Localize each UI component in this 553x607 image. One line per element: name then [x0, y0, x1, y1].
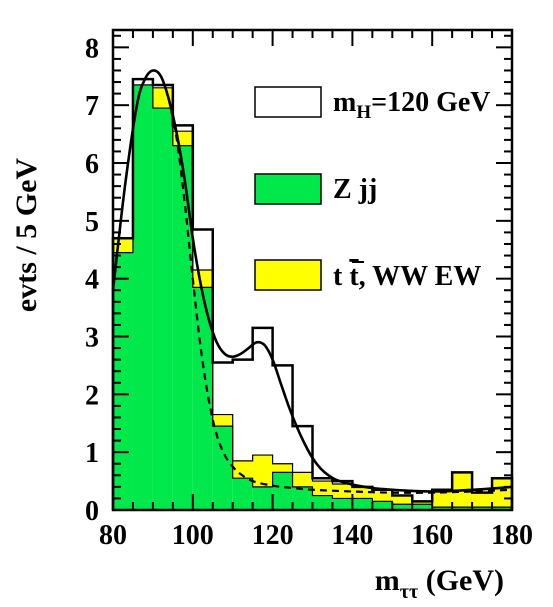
y-tick-label: 3	[85, 323, 99, 354]
ttbar-bar	[412, 501, 433, 505]
x-tick-label: 160	[411, 520, 453, 551]
x-axis-title: mττ (GeV)	[375, 564, 504, 603]
y-tick-label: 6	[85, 149, 99, 180]
legend-label-zjj: Z jj	[333, 174, 377, 205]
zjj-bar	[312, 495, 333, 510]
ttbar-bar	[392, 495, 413, 505]
zjj-bar	[492, 507, 512, 510]
ttbar-bar	[492, 478, 512, 508]
tick-labels-layer: 80 100 120 140 160 180 0 1 2 3 4 5 6 7 8	[85, 33, 533, 551]
x-tick-label: 140	[331, 520, 373, 551]
ttbar-bar	[332, 483, 353, 499]
legend-swatch-zjj	[254, 173, 322, 205]
zjj-bar	[332, 498, 353, 510]
zjj-bar	[113, 252, 133, 510]
zjj-bar	[392, 504, 413, 510]
x-axis-title-unit: (GeV)	[418, 564, 504, 597]
ttbar-bar	[212, 414, 233, 427]
ttbar-bar	[372, 489, 393, 502]
legend-ttbar-t2: t	[349, 261, 359, 292]
legend-ttbar-space	[342, 261, 349, 292]
y-tick-label: 1	[85, 438, 99, 469]
y-axis-title: evts / 5 GeV	[10, 158, 43, 312]
y-tick-label: 4	[85, 265, 99, 296]
zjj-bar	[212, 426, 233, 510]
x-tick-label: 180	[491, 520, 533, 551]
legend: mH=120 GeV Z jj t t, WW EW	[254, 86, 491, 292]
y-tick-label: 8	[85, 33, 99, 64]
y-tick-label: 7	[85, 91, 99, 122]
zjj-bar	[152, 108, 173, 510]
y-tick-label: 5	[85, 207, 99, 238]
zjj-bar	[232, 478, 253, 510]
zjj-bar	[132, 84, 153, 510]
legend-signal-main: m	[333, 87, 356, 118]
zjj-bar	[472, 507, 493, 510]
legend-swatch-ttbar	[254, 259, 322, 291]
zjj-bar	[432, 507, 453, 510]
ttbar-bar	[432, 489, 453, 508]
zjj-bar	[292, 486, 313, 510]
signal-fit-curve	[111, 69, 513, 493]
ttbar-bar	[312, 481, 333, 496]
ttbar-bar	[472, 492, 493, 508]
background-fit-curve	[167, 99, 513, 494]
legend-ttbar-rest: , WW EW	[359, 261, 482, 292]
legend-label-ttbar: t t, WW EW	[333, 261, 481, 292]
zjj-bar	[252, 486, 273, 510]
y-tick-label: 0	[85, 496, 99, 527]
x-tick-label: 120	[252, 520, 294, 551]
legend-signal-sub: H	[356, 102, 371, 123]
zjj-bar	[172, 145, 193, 510]
y-tick-label: 2	[85, 380, 99, 411]
zjj-bar	[452, 507, 473, 510]
zjj-bar	[272, 472, 293, 510]
zjj-bar	[352, 498, 373, 510]
curves-layer	[111, 69, 513, 494]
ttbar-bar	[272, 463, 293, 473]
legend-ttbar-t1: t	[333, 261, 343, 292]
zjj-bar	[192, 287, 213, 510]
ttbar-bar	[292, 472, 313, 487]
x-tick-label: 80	[99, 520, 127, 551]
legend-label-signal: mH=120 GeV	[333, 87, 491, 123]
zjj-bar	[412, 504, 433, 510]
ttbar-bar	[232, 460, 253, 479]
legend-signal-suffix: =120 GeV	[371, 87, 490, 118]
zjj-bar	[372, 501, 393, 510]
x-tick-label: 100	[172, 520, 214, 551]
ticks-layer	[112, 30, 513, 511]
ttbar-bar	[113, 238, 133, 253]
x-axis-title-main: m	[375, 564, 400, 597]
legend-swatch-signal	[254, 86, 322, 118]
ttbar-bar	[192, 270, 213, 288]
ttbar-bar	[252, 455, 273, 487]
x-axis-title-sub: ττ	[400, 581, 418, 603]
